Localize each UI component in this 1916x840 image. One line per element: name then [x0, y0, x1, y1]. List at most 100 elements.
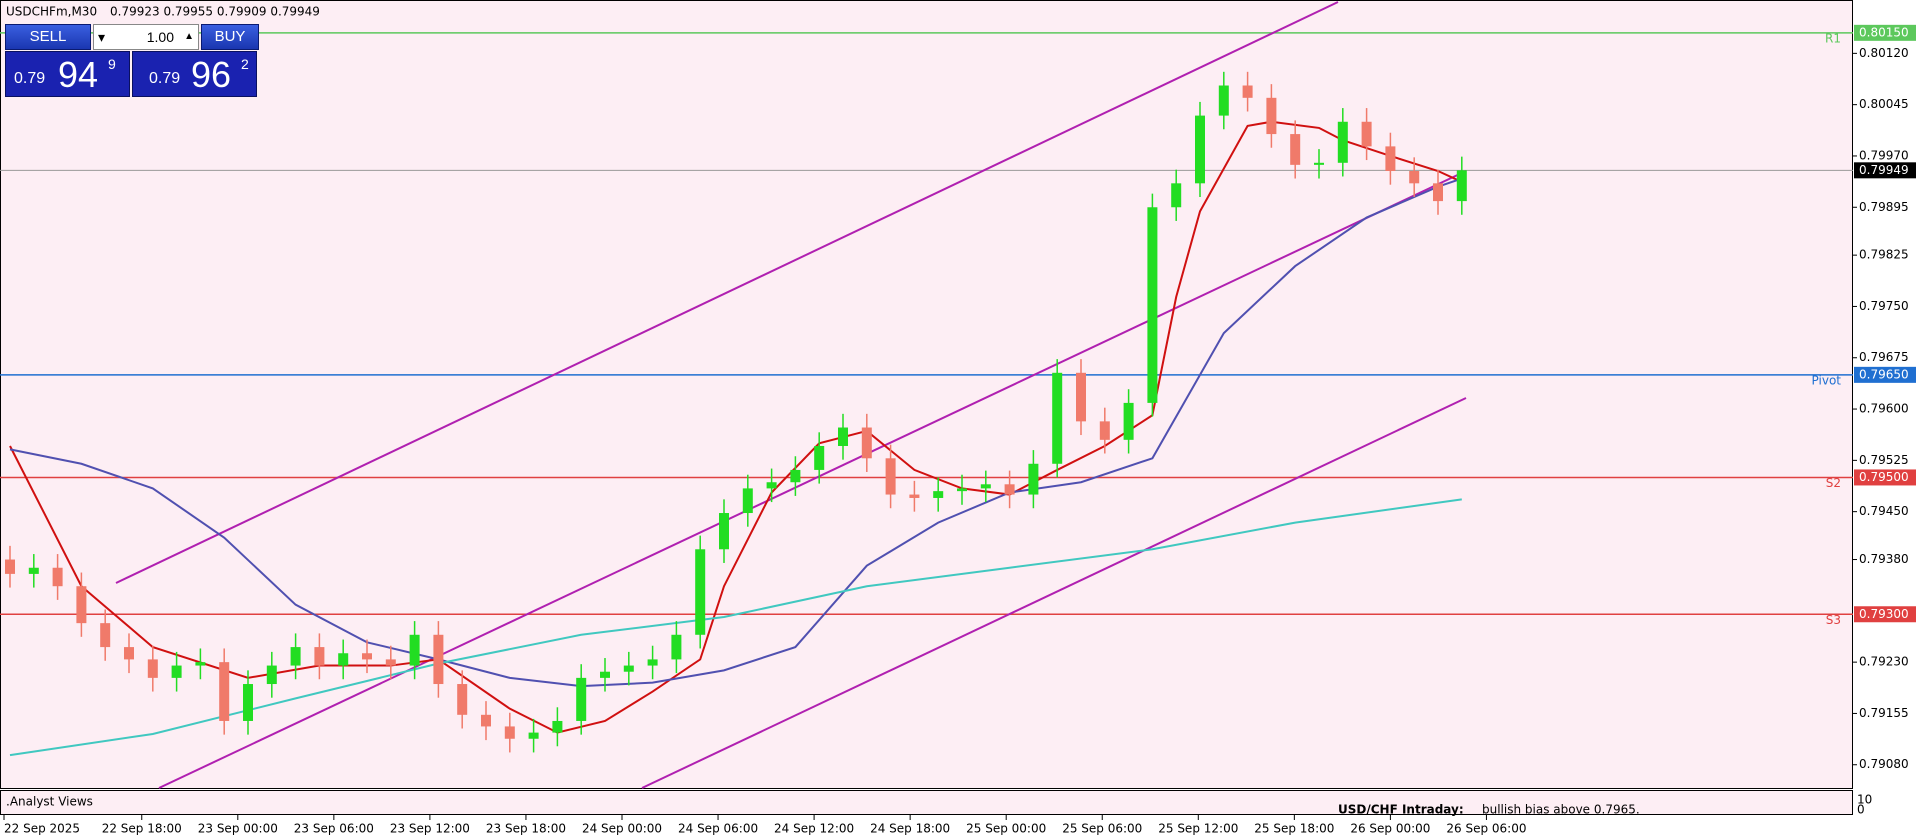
candle-body	[195, 662, 206, 666]
buy-button[interactable]: BUY	[201, 24, 259, 50]
candle-body	[481, 714, 491, 727]
candle-body	[790, 469, 801, 483]
x-tick-label: 24 Sep 06:00	[678, 822, 758, 836]
candle-body	[76, 586, 87, 624]
bid-small: 9	[108, 56, 116, 72]
candle-body	[1456, 170, 1467, 202]
candle-body	[1337, 121, 1348, 163]
y-tick-label: 0.79895	[1859, 200, 1909, 214]
indicator-bg	[0, 790, 1853, 815]
plot-bg	[0, 0, 1853, 789]
x-tick-label: 25 Sep 18:00	[1254, 822, 1334, 836]
x-tick-label: 22 Sep 18:00	[102, 822, 182, 836]
candle-body	[219, 662, 230, 721]
analyst-text: bullish bias above 0.7965.	[1482, 803, 1640, 817]
sell-button[interactable]: SELL	[5, 24, 91, 50]
candle-body	[5, 559, 15, 574]
candle-body	[28, 567, 39, 574]
candle-body	[671, 634, 682, 660]
x-tick-label: 23 Sep 00:00	[198, 822, 278, 836]
candle-body	[1433, 183, 1443, 202]
candle-body	[742, 488, 753, 514]
candle-body	[909, 494, 920, 498]
quotes: 0.79923 0.79955 0.79909 0.79949	[110, 5, 320, 19]
lots-input[interactable]: ▾ 1.00 ▲	[93, 24, 199, 50]
candle-body	[290, 647, 301, 666]
candle-body	[885, 458, 896, 495]
candle-body	[504, 726, 515, 739]
indicator-border	[0, 790, 1853, 815]
candle-body	[147, 659, 158, 678]
level-price: 0.80150	[1859, 25, 1909, 39]
analyst-headline: USD/CHF Intraday:	[1338, 803, 1464, 817]
x-tick-label: 23 Sep 12:00	[390, 822, 470, 836]
candle-body	[457, 684, 468, 715]
candle-body	[552, 720, 563, 733]
candle-body	[124, 647, 134, 660]
y-tick-label: 0.79525	[1859, 453, 1909, 467]
candle-body	[1242, 85, 1253, 98]
level-name: Pivot	[1812, 373, 1842, 387]
candle-body	[433, 634, 444, 685]
candle-body	[1409, 171, 1420, 184]
x-tick-label: 23 Sep 06:00	[294, 822, 374, 836]
level-price-box	[1854, 24, 1916, 41]
y-tick-label: 0.79825	[1859, 248, 1909, 262]
x-tick-label: 25 Sep 00:00	[966, 822, 1046, 836]
channel-upper	[115, 1, 1339, 584]
candle-body	[600, 671, 610, 678]
candle-body	[1195, 115, 1205, 184]
ask-box[interactable]: 0.79 96 2	[132, 51, 257, 97]
bid-main: 94	[58, 54, 99, 95]
plot-border	[0, 0, 1853, 789]
y-tick-label: 0.79600	[1859, 402, 1909, 416]
last-price-box	[1854, 162, 1916, 179]
candle-body	[1361, 121, 1372, 147]
y-tick-label: 0.79970	[1859, 148, 1909, 162]
indicator-name: .Analyst Views	[6, 795, 93, 809]
last-price: 0.79949	[1859, 163, 1909, 177]
bid-box[interactable]: 0.79 94 9	[5, 51, 130, 97]
candle-body	[171, 665, 182, 678]
candle-body	[861, 427, 872, 459]
trade-panel: SELL ▾ 1.00 ▲ BUY 0.79 94 9 0.79 96 2	[5, 24, 259, 97]
down[interactable]: ▾	[98, 29, 106, 45]
y-tick-label: 0.79155	[1859, 706, 1909, 720]
candle-body	[1123, 402, 1134, 440]
candle-body	[933, 491, 944, 498]
candle-body	[623, 665, 634, 672]
level-name: S2	[1826, 476, 1841, 490]
x-tick-label: 24 Sep 12:00	[774, 822, 854, 836]
level-price: 0.79650	[1859, 367, 1909, 381]
candle-body	[1266, 97, 1277, 135]
candle-body	[314, 647, 325, 666]
candle-body	[647, 659, 658, 666]
level-price-box	[1854, 469, 1916, 486]
candle-body	[1385, 146, 1396, 172]
candle-body	[528, 732, 539, 739]
candle-body	[1099, 421, 1110, 440]
channel-lower	[641, 397, 1467, 789]
level-price-box	[1854, 606, 1916, 623]
candle-body	[100, 623, 111, 648]
candle-body	[814, 445, 825, 470]
candle-body	[338, 653, 349, 666]
ask-small: 2	[241, 56, 249, 72]
y-tick-label: 0.79450	[1859, 504, 1909, 518]
x-tick-label: 25 Sep 06:00	[1062, 822, 1142, 836]
candle-body	[362, 653, 372, 660]
level-name: R1	[1825, 31, 1841, 45]
channel-middle	[158, 170, 1467, 789]
x-tick-label: 25 Sep 12:00	[1158, 822, 1238, 836]
y-tick-label: 0.80045	[1859, 97, 1909, 111]
up[interactable]: ▲	[184, 31, 194, 42]
candle-body	[52, 567, 63, 587]
candle-body	[980, 484, 991, 489]
level-price: 0.79300	[1859, 607, 1909, 621]
x-tick-label: 26 Sep 00:00	[1350, 822, 1430, 836]
candle-body	[266, 665, 277, 685]
candle-body	[1218, 85, 1229, 116]
x-tick-label: 24 Sep 00:00	[582, 822, 662, 836]
moving-average	[9, 177, 1463, 688]
